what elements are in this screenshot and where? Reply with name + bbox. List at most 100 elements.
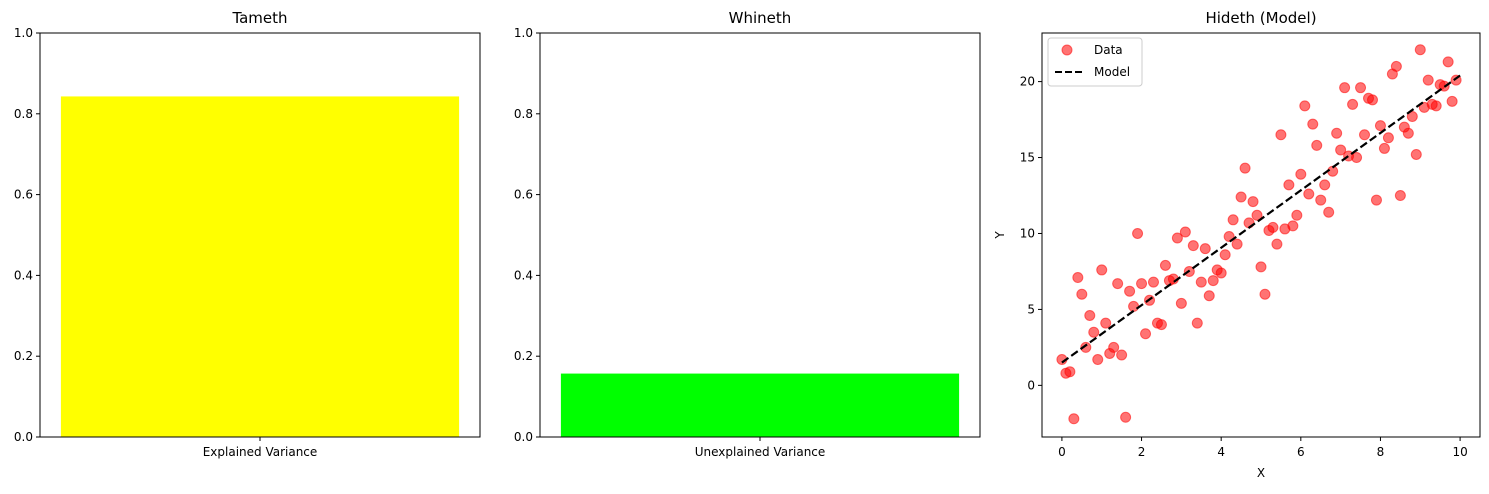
x-tick-label: 8: [1377, 445, 1385, 459]
y-axis: 0 5 10 15 20: [1020, 75, 1042, 392]
data-point: [1128, 300, 1140, 312]
data-point: [1195, 276, 1207, 288]
data-point: [1319, 179, 1331, 191]
data-point: [1355, 82, 1367, 94]
data-point: [1331, 127, 1343, 139]
data-point: [1199, 243, 1211, 255]
chart-tameth: Tameth 0.0 0.2 0.4 0.6 0.8 1.0 Explained Vari…: [14, 9, 481, 459]
y-tick-label: 0.2: [14, 349, 33, 363]
data-point: [1215, 267, 1227, 279]
legend-data-marker: [1061, 44, 1073, 56]
data-point: [1347, 98, 1359, 110]
data-point: [1406, 111, 1418, 123]
x-tick-label: 10: [1452, 445, 1467, 459]
y-axis-label: Y: [993, 231, 1007, 240]
data-point: [1219, 249, 1231, 261]
y-tick-label: 1.0: [14, 26, 33, 40]
y-tick-label: 0: [1027, 378, 1035, 392]
data-point: [1422, 74, 1434, 86]
data-point: [1378, 142, 1390, 154]
data-point: [1287, 220, 1299, 232]
legend-data-label: Data: [1094, 43, 1123, 57]
data-point: [1410, 149, 1422, 161]
data-point: [1159, 259, 1171, 271]
x-tick-label: Explained Variance: [203, 445, 318, 459]
model-line-group: [1061, 74, 1461, 364]
data-point: [1255, 261, 1267, 273]
data-point: [1068, 413, 1080, 425]
data-point: [1120, 411, 1132, 423]
data-point: [1259, 288, 1271, 300]
data-point: [1203, 290, 1215, 302]
x-tick-label: 4: [1217, 445, 1225, 459]
chart-title: Whineth: [729, 9, 792, 27]
x-tick-label: 2: [1138, 445, 1146, 459]
data-point: [1072, 272, 1084, 284]
data-point: [1084, 309, 1096, 321]
data-point: [1116, 349, 1128, 361]
y-tick-label: 0.2: [514, 349, 533, 363]
data-point: [1064, 366, 1076, 378]
data-point: [1267, 221, 1279, 233]
plot-frame: [539, 32, 981, 438]
data-point: [1394, 190, 1406, 202]
y-tick-label: 0.4: [514, 268, 533, 282]
data-point: [1171, 232, 1183, 244]
bars: [60, 96, 460, 437]
y-tick-label: 0.0: [514, 430, 533, 444]
bars: [560, 373, 960, 437]
data-point: [1140, 328, 1152, 340]
data-point: [1108, 341, 1120, 353]
x-tick-label: 6: [1297, 445, 1305, 459]
x-tick-label: Unexplained Variance: [695, 445, 826, 459]
y-tick-label: 0.6: [514, 188, 533, 202]
data-point: [1247, 196, 1259, 208]
y-axis: 0.0 0.2 0.4 0.6 0.8 1.0: [14, 26, 40, 444]
model-line: [1061, 74, 1461, 364]
data-point: [1359, 129, 1371, 141]
chart-hideth-model: Hideth (Model) 0 5 10 15 20 0 2 4 6 8 10 X Y Data…: [993, 9, 1481, 480]
plot-frame: [1041, 32, 1481, 438]
data-point: [1402, 127, 1414, 139]
x-axis-label: X: [1257, 466, 1265, 480]
data-point: [1191, 317, 1203, 329]
data-point: [1335, 144, 1347, 156]
data-point: [1080, 341, 1092, 353]
x-tick-label: 0: [1058, 445, 1066, 459]
data-point: [1096, 264, 1108, 276]
data-point: [1295, 168, 1307, 180]
data-point: [1430, 100, 1442, 112]
legend: Data Model: [1047, 37, 1143, 87]
data-point: [1291, 209, 1303, 221]
y-tick-label: 0.8: [514, 107, 533, 121]
bar: [560, 373, 960, 437]
data-point: [1414, 44, 1426, 56]
data-point: [1275, 129, 1287, 141]
data-point: [1299, 100, 1311, 112]
scatter-points: [1056, 44, 1462, 425]
data-point: [1155, 319, 1167, 331]
data-point: [1179, 226, 1191, 238]
data-point: [1136, 278, 1148, 290]
chart-title: Tameth: [231, 9, 287, 27]
data-point: [1323, 206, 1335, 218]
bar: [60, 96, 460, 437]
data-point: [1382, 132, 1394, 144]
data-point: [1088, 326, 1100, 338]
data-point: [1303, 188, 1315, 200]
data-point: [1271, 238, 1283, 250]
data-point: [1283, 179, 1295, 191]
data-point: [1175, 297, 1187, 309]
y-tick-label: 10: [1020, 226, 1035, 240]
data-point: [1207, 275, 1219, 287]
data-point: [1311, 139, 1323, 151]
data-point: [1239, 162, 1251, 174]
data-point: [1442, 56, 1454, 68]
data-point: [1351, 152, 1363, 164]
data-point: [1112, 278, 1124, 290]
data-point: [1307, 118, 1319, 130]
data-point: [1092, 354, 1104, 366]
data-point: [1147, 276, 1159, 288]
data-point: [1100, 317, 1112, 329]
data-point: [1132, 227, 1144, 239]
